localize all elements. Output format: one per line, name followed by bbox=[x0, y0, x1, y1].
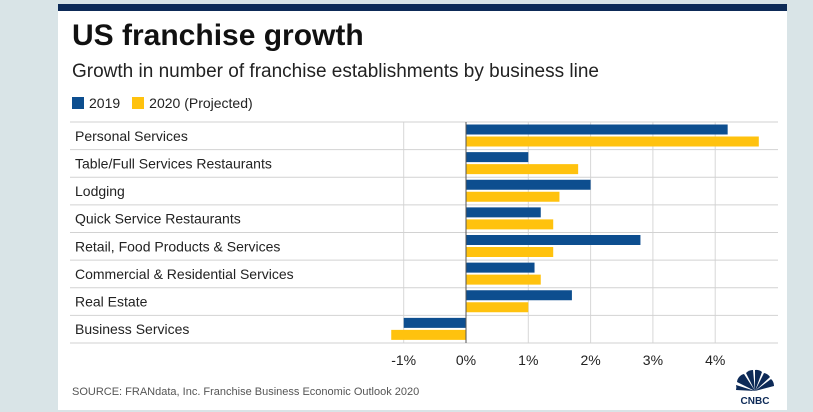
bar-2019-0 bbox=[466, 124, 728, 135]
category-label-6: Real Estate bbox=[75, 294, 148, 310]
bar-2019-3 bbox=[466, 207, 541, 218]
bar-2019-1 bbox=[466, 152, 529, 163]
bar-2019-6 bbox=[466, 290, 572, 301]
legend-item-2020: 2020 (Projected) bbox=[132, 95, 253, 111]
category-label-3: Quick Service Restaurants bbox=[75, 211, 241, 227]
category-label-0: Personal Services bbox=[75, 128, 188, 144]
x-tick-label-5: 4% bbox=[705, 352, 725, 368]
bar-2020-4 bbox=[466, 247, 554, 257]
x-tick-label-0: -1% bbox=[391, 352, 416, 368]
legend-swatch-2020 bbox=[132, 97, 145, 109]
chart-title: US franchise growth bbox=[72, 19, 364, 52]
bar-2020-5 bbox=[466, 274, 541, 285]
bar-2020-2 bbox=[466, 191, 560, 202]
legend-label-2019: 2019 bbox=[89, 95, 121, 111]
bar-2020-6 bbox=[466, 302, 529, 313]
bar-chart: Personal Services Table/Full Services Res… bbox=[70, 121, 778, 368]
chart-card: US franchise growth Growth in number of … bbox=[58, 4, 787, 410]
bar-2019-4 bbox=[466, 235, 641, 245]
bar-2020-7 bbox=[391, 329, 466, 340]
legend-item-2019: 2019 bbox=[72, 95, 120, 111]
legend: 2019 2020 (Projected) bbox=[72, 94, 265, 112]
source-note: SOURCE: FRANdata, Inc. Franchise Busines… bbox=[72, 386, 420, 398]
category-label-2: Lodging bbox=[75, 183, 125, 199]
x-tick-label-1: 0% bbox=[456, 352, 476, 368]
bar-2020-3 bbox=[466, 219, 554, 230]
legend-label-2020: 2020 (Projected) bbox=[149, 95, 253, 111]
bar-2019-7 bbox=[403, 317, 466, 328]
header-bar bbox=[58, 4, 787, 11]
bar-2020-0 bbox=[466, 136, 759, 147]
x-tick-label-4: 3% bbox=[643, 352, 663, 368]
category-label-5: Commercial & Residential Services bbox=[75, 266, 294, 282]
cnbc-logo-text: CNBC bbox=[741, 396, 770, 407]
bar-2020-1 bbox=[466, 164, 579, 175]
cnbc-logo: CNBC bbox=[736, 369, 775, 407]
bar-2019-5 bbox=[466, 262, 535, 273]
legend-swatch-2019 bbox=[72, 97, 84, 109]
category-label-7: Business Services bbox=[75, 321, 189, 337]
category-label-4: Retail, Food Products & Services bbox=[75, 238, 280, 254]
x-tick-label-3: 2% bbox=[580, 352, 600, 368]
x-tick-label-2: 1% bbox=[518, 352, 538, 368]
chart-subtitle: Growth in number of franchise establishm… bbox=[72, 61, 599, 82]
bar-2019-2 bbox=[466, 179, 591, 190]
category-label-1: Table/Full Services Restaurants bbox=[75, 155, 272, 171]
